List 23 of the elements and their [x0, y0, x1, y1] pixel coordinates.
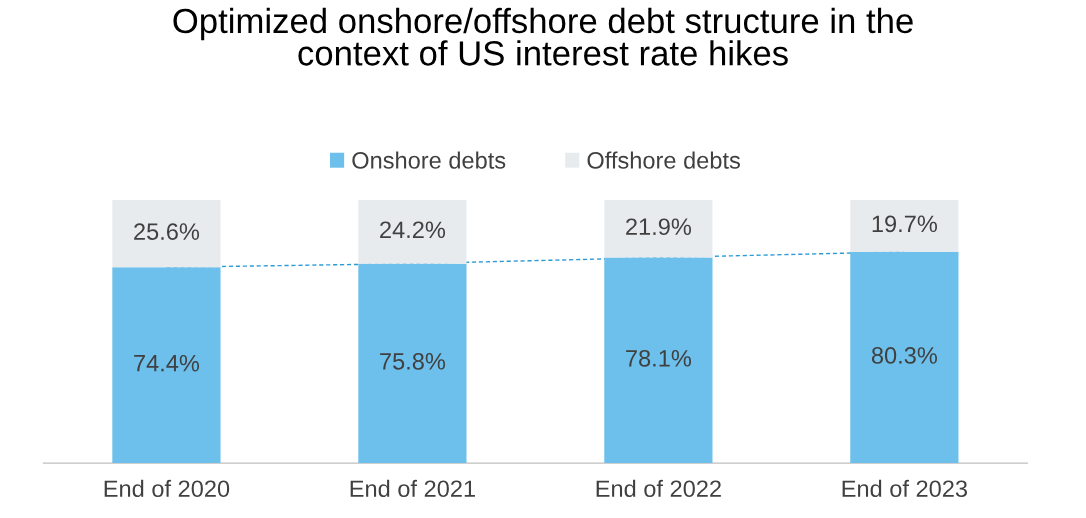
data-label: 24.2%	[380, 221, 446, 239]
x-tick-label: End of 2021	[350, 479, 475, 498]
data-label: 25.6%	[134, 223, 200, 240]
data-label: 80.3%	[871, 347, 937, 364]
legend-label: Offshore debts	[587, 151, 740, 169]
data-label: 78.1%	[626, 349, 692, 367]
x-tick-label: End of 2022	[596, 479, 721, 498]
bar	[850, 199, 959, 252]
data-label: 21.9%	[626, 218, 692, 236]
x-tick-label: End of 2020	[104, 479, 230, 498]
legend-label: Onshore debts	[352, 151, 506, 169]
data-label: 75.8%	[380, 352, 446, 370]
data-label: 74.4%	[134, 354, 200, 372]
bar	[358, 263, 467, 464]
bar	[112, 267, 221, 464]
bar	[358, 199, 467, 264]
bar	[112, 199, 221, 268]
data-label: 19.7%	[872, 215, 937, 233]
chart-title: Optimized onshore/offshore debt structure in the context of US interest rate hikes	[173, 7, 913, 66]
bar	[850, 251, 959, 464]
bar	[604, 257, 713, 464]
bar	[604, 199, 713, 258]
x-tick-label: End of 2023	[842, 479, 968, 498]
